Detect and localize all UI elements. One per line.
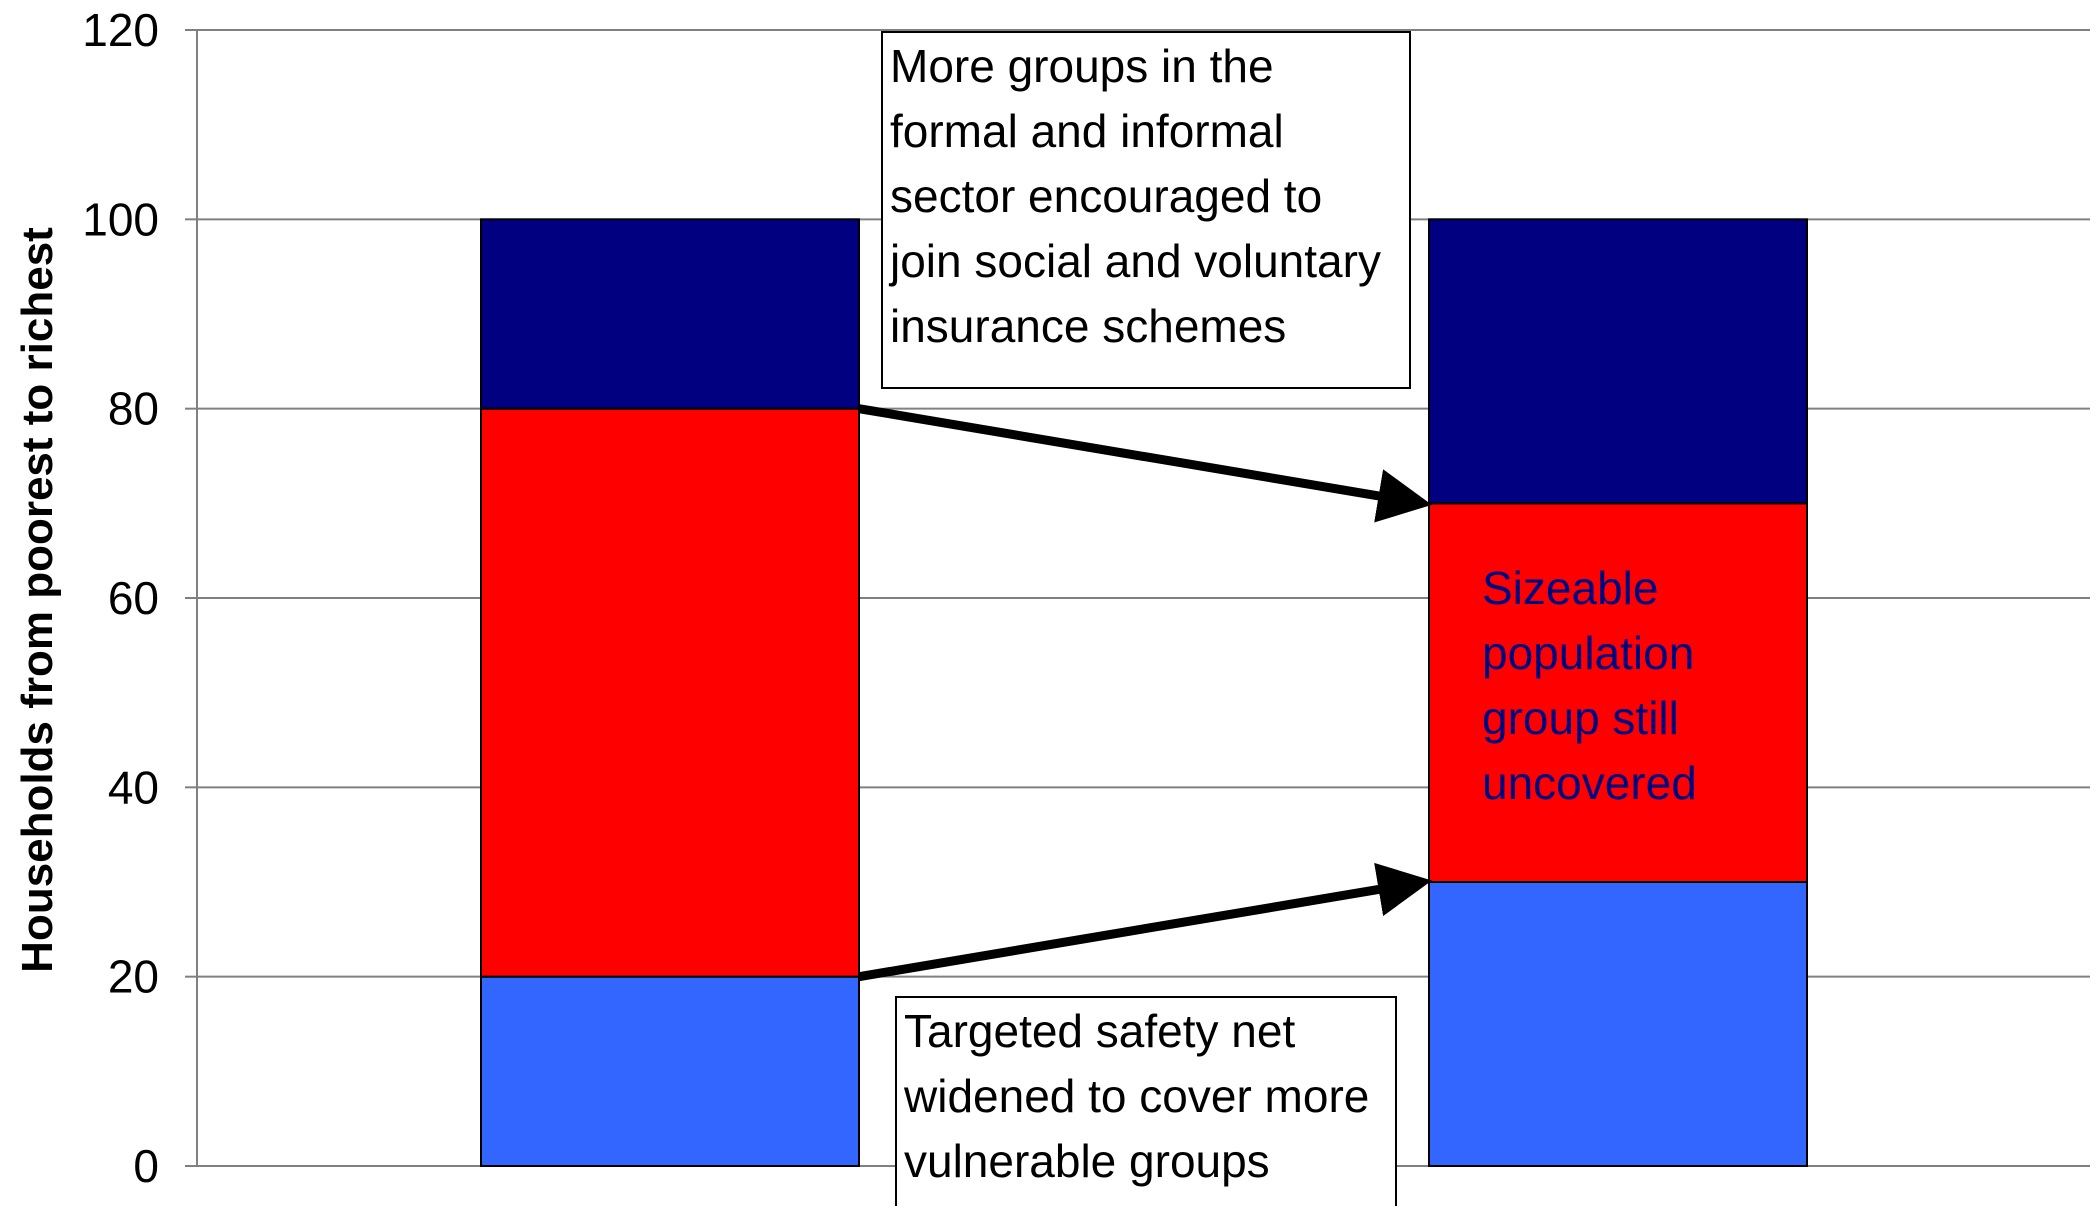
bar-segment [1428, 218, 1808, 505]
bottom-annotation: Targeted safety net widened to cover mor… [895, 996, 1397, 1206]
bottom-annotation-line: vulnerable groups [904, 1135, 1270, 1187]
center-label-line: Sizeable [1482, 562, 1658, 614]
bottom-annotation-box [895, 996, 1397, 1206]
top-annotation: More groups in the formal and informal s… [881, 31, 1411, 389]
top-annotation-line: sector encouraged to [890, 170, 1322, 222]
top-annotation-line: insurance schemes [890, 300, 1286, 352]
y-tick-label: 100 [82, 193, 159, 245]
bottom-annotation-line: Targeted safety net [904, 1005, 1295, 1057]
arrows [858, 404, 1432, 982]
bar-segment [480, 407, 860, 978]
center-label-line: population [1482, 627, 1694, 679]
bars [480, 218, 1808, 1168]
top-annotation-line: join social and voluntary [888, 235, 1381, 287]
y-tick-label: 60 [108, 572, 159, 624]
bar-segment [1428, 881, 1808, 1167]
top-annotation-box [881, 31, 1411, 389]
bar-segment [1428, 502, 1808, 883]
center-label-line: uncovered [1482, 757, 1697, 809]
bottom-annotation-line: widened to cover more [903, 1070, 1369, 1122]
arrow [858, 862, 1432, 982]
y-tick-label: 120 [82, 4, 159, 56]
bar-segment [480, 975, 860, 1168]
y-axis-label: Households from poorest to richest [13, 227, 62, 973]
arrow [858, 404, 1432, 523]
y-tick-label: 80 [108, 383, 159, 435]
top-annotation-line: More groups in the [890, 40, 1274, 92]
y-tick-labels: 0 20 40 60 80 100 120 [82, 4, 197, 1192]
bar-segment [480, 218, 860, 410]
center-label: Sizeable population group still uncovere… [1482, 562, 1697, 809]
y-tick-label: 0 [133, 1140, 159, 1192]
y-tick-label: 40 [108, 761, 159, 813]
top-annotation-line: formal and informal [890, 105, 1284, 157]
center-label-line: group still [1482, 692, 1679, 744]
y-tick-label: 20 [108, 951, 159, 1003]
